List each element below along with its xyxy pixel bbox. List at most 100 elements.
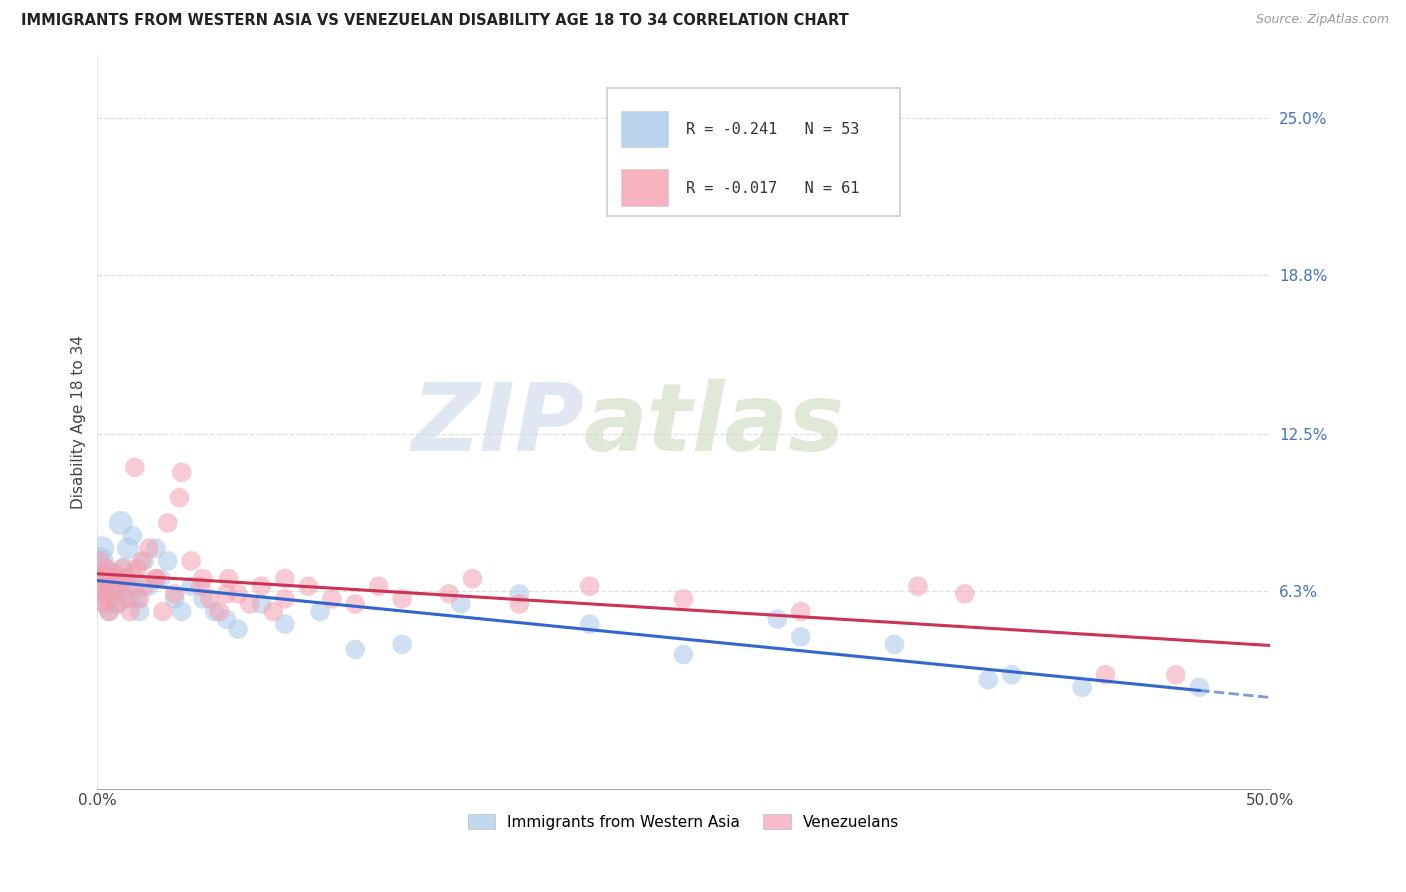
Point [215, 587, 238, 601]
Point [124, 579, 146, 593]
Text: R = -0.241   N = 53: R = -0.241 N = 53 [686, 122, 859, 137]
Point [117, 541, 139, 556]
FancyBboxPatch shape [607, 88, 900, 217]
Point [127, 591, 149, 606]
Point [218, 572, 240, 586]
Point [309, 605, 332, 619]
Point [134, 554, 156, 568]
Point [156, 516, 179, 530]
Point [163, 587, 186, 601]
Point [138, 541, 160, 556]
Legend: Immigrants from Western Asia, Venezuelans: Immigrants from Western Asia, Venezuelan… [461, 807, 905, 836]
Point [508, 597, 530, 611]
Point [145, 572, 167, 586]
Point [112, 561, 135, 575]
Point [89, 554, 111, 568]
Point [391, 591, 413, 606]
Point [110, 516, 132, 530]
Point [1094, 667, 1116, 681]
Point [672, 648, 695, 662]
Point [138, 579, 160, 593]
Point [152, 605, 174, 619]
Point [93, 597, 115, 611]
Point [145, 572, 167, 586]
Point [114, 591, 136, 606]
Point [98, 579, 121, 593]
Point [250, 597, 273, 611]
Point [127, 561, 149, 575]
Point [1071, 681, 1094, 695]
Point [149, 572, 172, 586]
Point [578, 579, 600, 593]
Point [169, 491, 191, 505]
Point [91, 572, 114, 586]
Point [191, 572, 214, 586]
Point [91, 587, 114, 601]
Point [344, 642, 367, 657]
Point [461, 572, 484, 586]
Point [98, 605, 121, 619]
Point [110, 572, 132, 586]
FancyBboxPatch shape [621, 111, 668, 147]
Point [89, 554, 111, 568]
Point [103, 584, 125, 599]
Point [124, 460, 146, 475]
Point [117, 579, 139, 593]
Text: Source: ZipAtlas.com: Source: ZipAtlas.com [1256, 13, 1389, 27]
Point [114, 572, 136, 586]
Point [96, 587, 118, 601]
Point [883, 637, 905, 651]
Point [321, 591, 343, 606]
Point [107, 597, 129, 611]
Point [953, 587, 976, 601]
Point [128, 591, 150, 606]
Point [89, 572, 111, 586]
Point [145, 541, 167, 556]
Point [274, 572, 297, 586]
Point [226, 587, 249, 601]
Point [98, 572, 121, 586]
Point [977, 673, 1000, 687]
Point [93, 579, 115, 593]
Text: atlas: atlas [583, 379, 845, 472]
Point [391, 637, 413, 651]
Text: R = -0.017   N = 61: R = -0.017 N = 61 [686, 180, 859, 195]
Point [274, 591, 297, 606]
Point [672, 591, 695, 606]
Point [215, 612, 238, 626]
Point [120, 605, 142, 619]
Point [100, 579, 122, 593]
Point [103, 566, 125, 581]
Point [91, 541, 114, 556]
Point [367, 579, 389, 593]
Text: IMMIGRANTS FROM WESTERN ASIA VS VENEZUELAN DISABILITY AGE 18 TO 34 CORRELATION C: IMMIGRANTS FROM WESTERN ASIA VS VENEZUEL… [21, 13, 849, 29]
Point [105, 597, 128, 611]
Point [190, 579, 212, 593]
Point [96, 561, 118, 575]
Point [180, 554, 202, 568]
Point [198, 591, 221, 606]
Point [790, 605, 813, 619]
Point [110, 584, 132, 599]
Point [191, 591, 214, 606]
Y-axis label: Disability Age 18 to 34: Disability Age 18 to 34 [72, 334, 86, 508]
Point [180, 579, 202, 593]
Point [274, 617, 297, 632]
Point [578, 617, 600, 632]
Point [156, 554, 179, 568]
Text: ZIP: ZIP [411, 379, 583, 472]
Point [131, 554, 153, 568]
Point [170, 466, 193, 480]
Point [93, 597, 115, 611]
Point [91, 566, 114, 581]
Point [100, 572, 122, 586]
Point [508, 587, 530, 601]
Point [297, 579, 319, 593]
Point [204, 605, 226, 619]
Point [103, 566, 125, 581]
Point [437, 587, 460, 601]
Point [93, 561, 115, 575]
Point [163, 591, 186, 606]
Point [262, 605, 284, 619]
FancyBboxPatch shape [621, 169, 668, 206]
